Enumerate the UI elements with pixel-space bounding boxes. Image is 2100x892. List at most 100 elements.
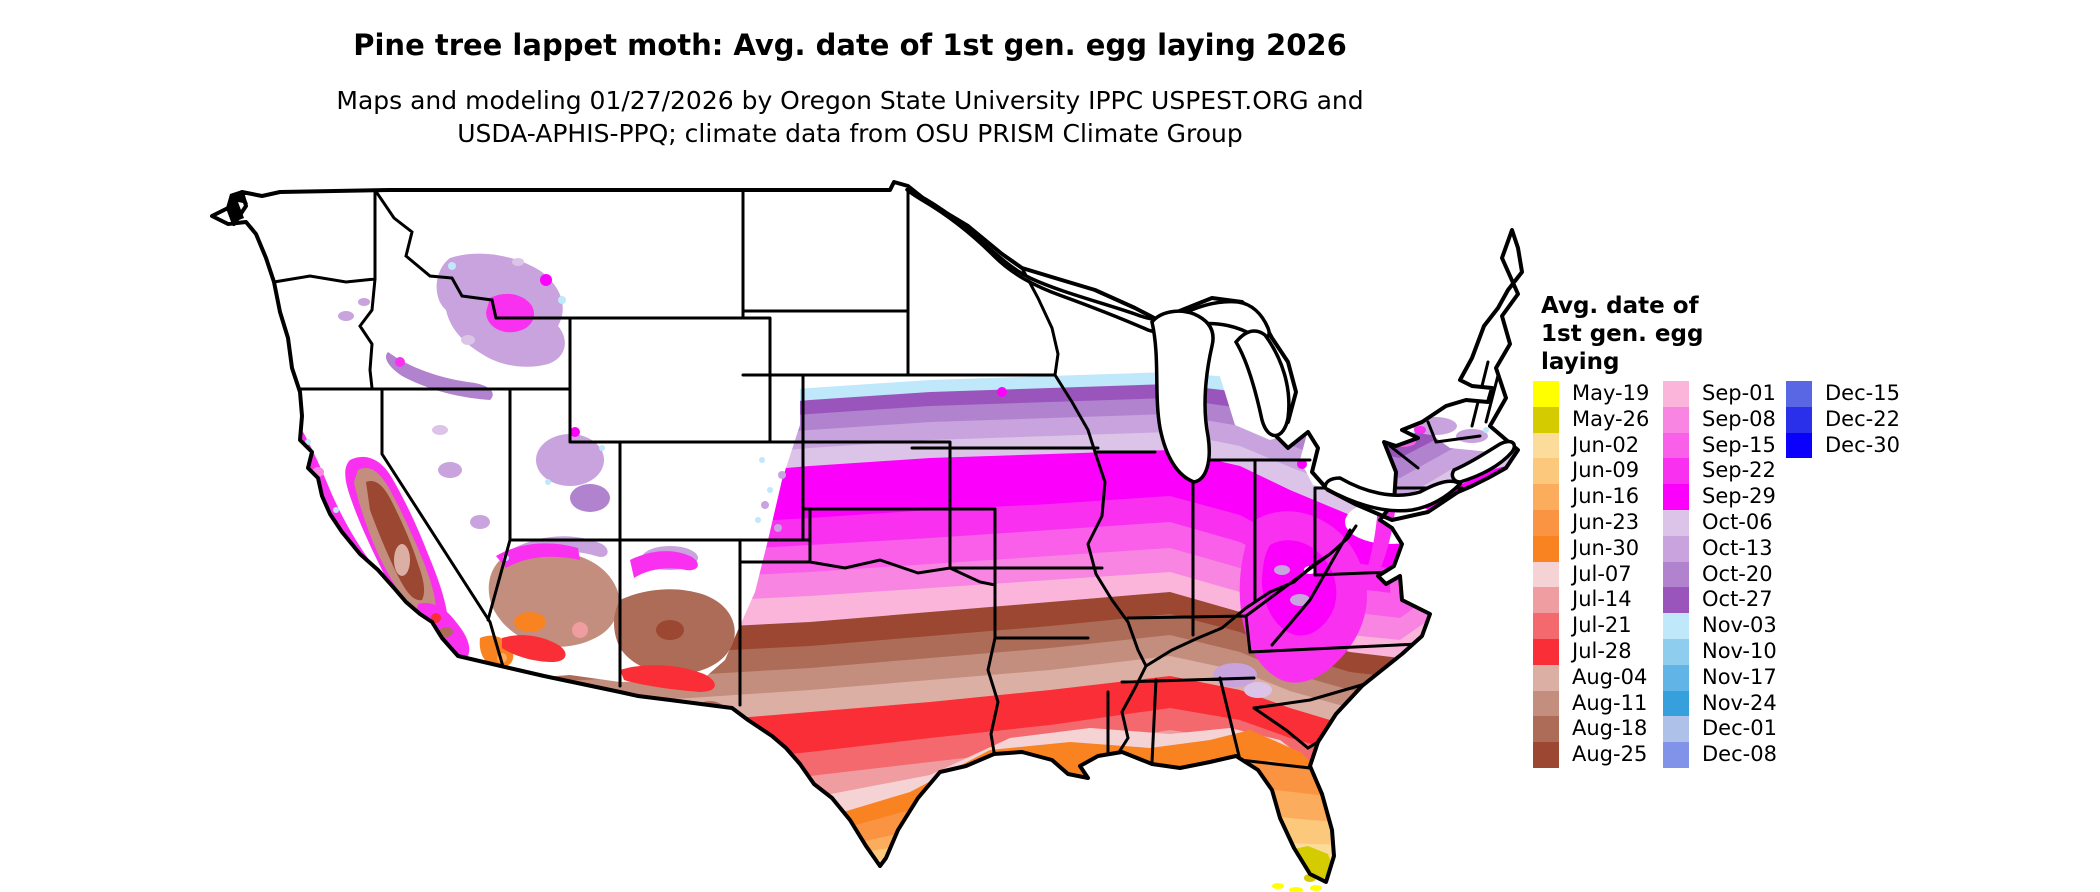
legend-row-jun-02: Jun-02	[1533, 432, 1649, 459]
us-outline	[210, 180, 1524, 884]
legend-row-nov-03: Nov-03	[1663, 613, 1777, 639]
legend-row-dec-22: Dec-22	[1786, 406, 1900, 433]
map-speck-salt-lake-city	[570, 427, 580, 437]
map-patch-florida-keys1	[1272, 883, 1284, 889]
map-speck-new-england-blue2	[1483, 427, 1489, 433]
map-patch-mogollon-magenta	[496, 543, 580, 568]
legend-row-sep-22: Sep-22	[1663, 458, 1777, 485]
legend-row-dec-08: Dec-08	[1663, 742, 1777, 768]
lake-michigan	[1150, 309, 1215, 484]
page-subtitle: Maps and modeling 01/27/2026 by Oregon S…	[0, 84, 1700, 150]
legend-row-jun-23: Jun-23	[1533, 509, 1649, 536]
legend-label-aug-11: Aug-11	[1572, 690, 1648, 715]
legend-label-jun-09: Jun-09	[1572, 458, 1640, 483]
map-patch-florida-keys3	[1310, 885, 1322, 891]
legend-swatch-sep-01	[1663, 381, 1689, 407]
us-map-svg	[210, 180, 1524, 892]
map-speck-ut-blue2	[545, 479, 551, 485]
map-speck-denver	[786, 488, 794, 496]
map-patch-florida-keys2	[1289, 887, 1303, 892]
legend-swatch-sep-22	[1663, 458, 1689, 485]
map-speck-frontrange5	[761, 501, 769, 509]
legend-swatch-oct-06	[1663, 509, 1689, 536]
map-patch-central-valley-core	[366, 480, 425, 601]
map-speck-frontrange1	[759, 457, 765, 463]
legend-label-sep-08: Sep-08	[1702, 406, 1776, 431]
legend-label-oct-13: Oct-13	[1702, 535, 1773, 560]
legend-row-oct-13: Oct-13	[1663, 535, 1777, 562]
legend-swatch-nov-24	[1663, 690, 1689, 717]
legend-swatch-dec-08	[1663, 742, 1689, 768]
subtitle-line-2: USDA-APHIS-PPQ; climate data from OSU PR…	[457, 119, 1243, 148]
legend-row-jun-16: Jun-16	[1533, 484, 1649, 510]
legend-row-aug-25: Aug-25	[1533, 742, 1649, 768]
legend-row-dec-15: Dec-15	[1786, 381, 1900, 407]
legend-label-jul-21: Jul-21	[1572, 613, 1632, 638]
legend-label-dec-30: Dec-30	[1825, 432, 1900, 457]
legend-swatch-jun-02	[1533, 432, 1559, 459]
legend-swatch-sep-29	[1663, 484, 1689, 510]
map-speck-socal-red	[431, 613, 441, 623]
legend-label-sep-29: Sep-29	[1702, 484, 1776, 509]
legend-label-oct-06: Oct-06	[1702, 509, 1773, 534]
legend-swatch-aug-18	[1533, 716, 1559, 743]
legend-swatch-dec-22	[1786, 406, 1812, 433]
legend-row-dec-01: Dec-01	[1663, 716, 1777, 743]
legend-label-jun-23: Jun-23	[1572, 509, 1640, 534]
legend-label-dec-22: Dec-22	[1825, 406, 1900, 431]
legend-row-jun-09: Jun-09	[1533, 458, 1649, 485]
legend-row-jul-07: Jul-07	[1533, 561, 1649, 588]
legend-swatch-sep-15	[1663, 432, 1689, 459]
legend-label-may-19: May-19	[1572, 381, 1650, 405]
legend-swatch-oct-27	[1663, 587, 1689, 614]
map-patch-ne-oregon1	[338, 311, 354, 321]
legend-swatch-jun-30	[1533, 535, 1559, 562]
map-patch-phoenix-orange	[514, 612, 546, 632]
legend-label-sep-15: Sep-15	[1702, 432, 1776, 457]
legend-swatch-dec-30	[1786, 432, 1812, 459]
legend-label-sep-22: Sep-22	[1702, 458, 1776, 483]
legend-label-dec-15: Dec-15	[1825, 381, 1900, 405]
legend-swatch-dec-01	[1663, 716, 1689, 743]
legend-title-line3: laying	[1541, 349, 1620, 375]
legend-row-sep-29: Sep-29	[1663, 484, 1777, 510]
legend-swatch-nov-17	[1663, 664, 1689, 691]
state-borders	[272, 188, 1504, 770]
legend-row-oct-20: Oct-20	[1663, 561, 1777, 588]
map-patch-wa-lavender1	[461, 335, 475, 345]
legend-label-oct-20: Oct-20	[1702, 561, 1773, 586]
legend-row-oct-06: Oct-06	[1663, 509, 1777, 536]
legend-label-nov-03: Nov-03	[1702, 613, 1777, 638]
legend-swatch-aug-04	[1533, 664, 1559, 691]
legend-swatch-dec-15	[1786, 381, 1812, 407]
legend-swatch-oct-13	[1663, 535, 1689, 562]
map-patch-eastern-washington-core	[486, 293, 534, 333]
legend-row-nov-10: Nov-10	[1663, 638, 1777, 665]
legend-swatch-jul-28	[1533, 638, 1559, 665]
us-map	[150, 130, 1530, 892]
legend-row-may-19: May-19	[1533, 381, 1649, 407]
legend-row-jul-14: Jul-14	[1533, 587, 1649, 614]
map-speck-frontrange4	[778, 471, 786, 479]
legend-row-aug-18: Aug-18	[1533, 716, 1649, 743]
map-speck-frontrange6	[774, 524, 782, 532]
legend-row-may-26: May-26	[1533, 406, 1649, 433]
map-paint-layers	[212, 182, 1522, 882]
map-patch-nc-mountains2	[1244, 682, 1272, 698]
legend-row-jun-30: Jun-30	[1533, 535, 1649, 562]
map-speck-wa-blue2	[558, 296, 566, 304]
legend-row-jul-28: Jul-28	[1533, 638, 1649, 665]
legend-label-nov-17: Nov-17	[1702, 664, 1777, 689]
map-speck-spokane	[540, 274, 552, 286]
map-patch-nm-dark-brown	[656, 620, 684, 640]
legend-title-line1: Avg. date of	[1541, 293, 1699, 319]
legend-label-jul-28: Jul-28	[1572, 638, 1632, 663]
legend-label-aug-04: Aug-04	[1572, 664, 1648, 689]
legend-label-jul-14: Jul-14	[1572, 587, 1632, 612]
legend-label-jun-02: Jun-02	[1572, 432, 1640, 457]
map-patch-utah-mottle2	[570, 484, 610, 512]
map-nodata-west	[212, 182, 800, 882]
lake-huron	[1233, 329, 1291, 438]
legend-swatch-may-26	[1533, 406, 1559, 433]
